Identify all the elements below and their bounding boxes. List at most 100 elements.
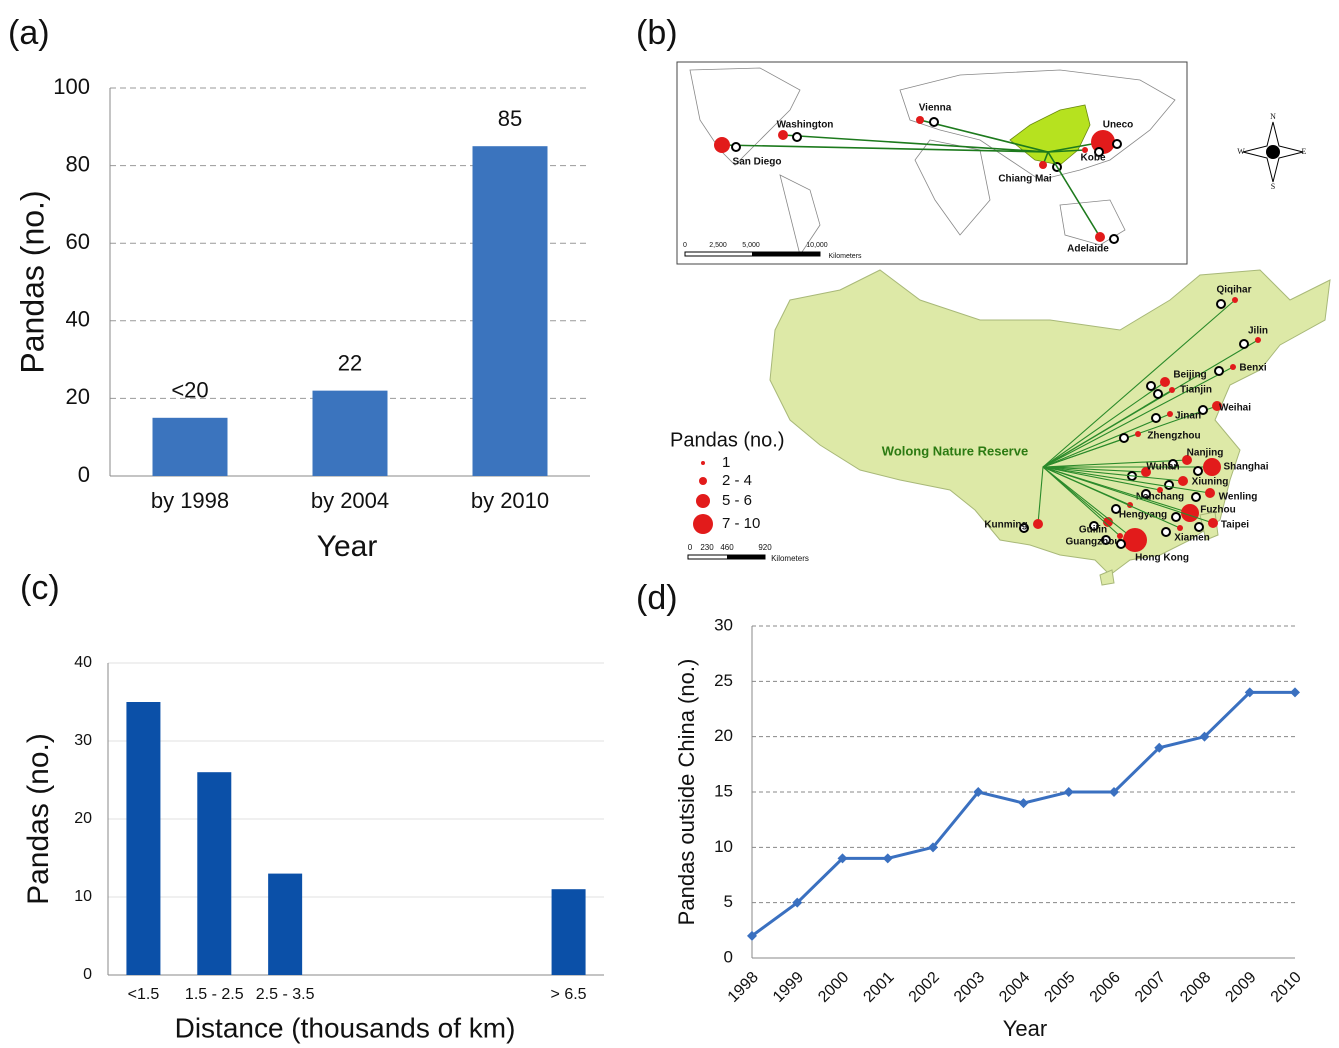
panda-icon [1214,366,1224,376]
marker [882,853,893,864]
city-dot [1169,387,1175,393]
route [721,144,1049,153]
y-tick-label: 20 [714,726,733,745]
route [1037,466,1044,525]
city-dot [1255,337,1261,343]
panda-icon [1193,466,1203,476]
panda-icon [792,132,802,142]
city-label: Qiqihar [1216,285,1251,296]
panda-icon [1116,539,1126,549]
city-label: Weihai [1219,403,1251,414]
panda-icon [1019,523,1029,533]
city-dot [1033,519,1043,529]
x-tick-label: 2007 [1132,969,1169,1006]
x-tick-label: 2006 [1087,969,1124,1006]
route [1042,466,1121,537]
city-label: Beijing [1173,370,1206,381]
panda-icon [1194,522,1204,532]
city-dot [1082,147,1088,153]
bar [268,873,303,975]
y-tick-label: 20 [66,384,90,409]
value-label: 22 [338,350,362,375]
city-label: Hengyang [1119,510,1167,521]
bar [152,417,228,476]
city-label: Jilin [1248,326,1268,337]
panel-label: (c) [20,569,60,607]
y-tick-label: 10 [74,888,92,905]
x-tick-label: by 1998 [151,488,229,513]
x-tick-label: 2.5 - 3.5 [256,986,315,1003]
city-dot [1160,377,1170,387]
city-label: Chiang Mai [998,174,1052,185]
city-dot [1178,476,1188,486]
city-dot [1177,525,1183,531]
x-tick-label: by 2010 [471,488,549,513]
panda-icon [1119,433,1129,443]
route [1042,466,1136,541]
panel-label: (a) [8,14,50,52]
route [919,119,1049,153]
y-tick-label: 0 [724,947,733,966]
x-tick-label: 2010 [1268,969,1305,1006]
islands [1099,511,1219,586]
scale-label: Kilometers [771,554,809,563]
marker [1063,787,1074,797]
x-axis-title: Year [1003,1016,1047,1041]
marker [1154,742,1165,753]
city-dot [1230,364,1236,370]
legend-label: 1 [722,454,730,471]
city-label: Fuzhou [1200,505,1236,516]
y-tick-label: 0 [83,966,92,983]
city-dot [778,130,788,140]
panda-icon [1151,413,1161,423]
route [1042,459,1188,468]
panda-icon [1239,339,1249,349]
compass-label: E [1302,147,1307,156]
marker [747,930,757,941]
china-map [769,269,1331,576]
city-dot [1203,458,1221,476]
panda-icon [1164,480,1174,490]
x-axis-title: Distance (thousands of km) [175,1012,516,1043]
panda-icon [1089,521,1099,531]
route [1042,466,1211,494]
legend-dot [696,494,710,508]
y-tick-label: 5 [724,892,733,911]
marker [792,897,803,908]
scale-bar-fill [727,555,765,559]
route [1042,366,1234,468]
city-label: Wuhan [1146,462,1179,473]
city-dot [1212,401,1222,411]
city-label: Vienna [919,103,952,114]
legend-title: Pandas (no.) [670,429,785,451]
scale-label: 230 [700,543,714,552]
panda-icon [1216,299,1226,309]
bar [197,772,232,975]
bar [126,702,161,975]
x-tick-label: 2004 [996,969,1033,1006]
scale-label: 10,000 [806,242,828,249]
y-tick-label: 80 [66,151,90,176]
panel-label: (b) [636,14,678,52]
city-label: Jinan [1175,411,1201,422]
marker [1199,731,1210,742]
panda-icon [731,142,741,152]
route [1047,149,1086,153]
panda-icon [1094,147,1104,157]
y-tick-label: 60 [66,229,90,254]
bar [312,390,388,476]
y-tick-label: 30 [714,615,733,634]
value-label: <20 [171,378,208,403]
compass-label: S [1271,182,1275,191]
city-dot [1167,411,1173,417]
y-tick-label: 40 [66,307,90,332]
compass-label: W [1237,147,1245,156]
city-label: Washington [777,120,834,131]
value-label: 85 [498,106,522,131]
compass-label: N [1270,112,1276,121]
route [1047,151,1101,238]
marker [1244,687,1255,698]
panda-icon [1161,527,1171,537]
city-dot [1205,488,1215,498]
legend-dot [693,514,713,534]
